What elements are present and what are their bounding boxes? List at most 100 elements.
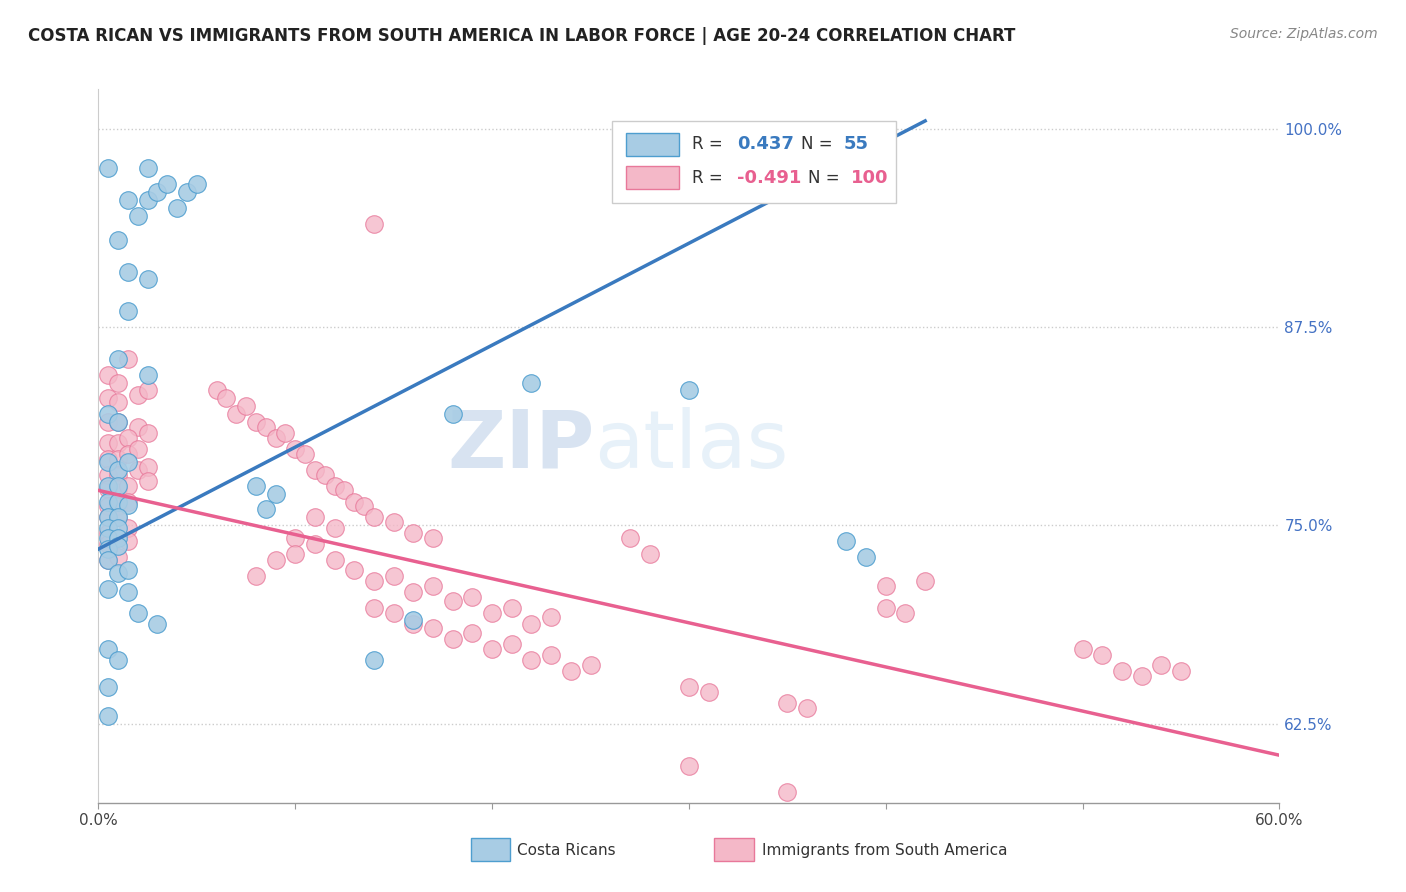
Point (97, 161, 120, 176)
Point (481, 816, 503, 830)
Point (304, 510, 326, 524)
Point (363, 217, 385, 231)
Point (117, 478, 139, 492)
Point (855, 549, 877, 564)
Point (107, 435, 129, 450)
Point (97, 708, 120, 723)
Point (186, 178, 208, 192)
Point (914, 574, 936, 588)
Point (264, 431, 287, 445)
Point (402, 614, 425, 628)
Point (117, 585, 139, 599)
Point (796, 700, 818, 714)
Point (117, 521, 139, 535)
Point (97, 526, 120, 541)
Point (117, 304, 139, 318)
Point (136, 474, 159, 488)
Text: COSTA RICAN VS IMMIGRANTS FROM SOUTH AMERICA IN LABOR FORCE | AGE 20-24 CORRELAT: COSTA RICAN VS IMMIGRANTS FROM SOUTH AME… (28, 27, 1015, 45)
Point (107, 467, 129, 482)
Point (117, 431, 139, 445)
Point (343, 563, 366, 577)
Point (107, 521, 129, 535)
Point (97, 435, 120, 450)
Point (136, 426, 159, 441)
Point (107, 415, 129, 429)
Point (136, 161, 159, 176)
Point (894, 606, 917, 620)
Point (363, 574, 385, 588)
Point (353, 500, 375, 514)
Point (107, 549, 129, 564)
Point (117, 193, 139, 207)
Point (107, 510, 129, 524)
Point (166, 201, 188, 215)
Point (481, 606, 503, 620)
Point (441, 594, 464, 608)
Point (678, 759, 700, 773)
Point (97, 582, 120, 596)
Point (117, 534, 139, 549)
Point (441, 632, 464, 647)
Point (97, 467, 120, 482)
Point (107, 376, 129, 390)
Text: Immigrants from South America: Immigrants from South America (762, 843, 1008, 857)
Point (1130, 669, 1153, 683)
Point (678, 680, 700, 694)
Point (1111, 664, 1133, 678)
Point (107, 494, 129, 508)
Point (264, 486, 287, 500)
Point (274, 426, 297, 441)
Point (97, 510, 120, 524)
Text: 100: 100 (851, 169, 889, 186)
Point (875, 578, 897, 592)
Point (107, 463, 129, 477)
Point (284, 442, 307, 457)
Point (1150, 657, 1173, 672)
Point (205, 384, 228, 398)
Point (501, 637, 523, 651)
Point (107, 566, 129, 580)
Point (97, 680, 120, 694)
Text: Costa Ricans: Costa Ricans (517, 843, 616, 857)
Point (97, 531, 120, 545)
Point (176, 186, 198, 200)
Point (323, 521, 346, 535)
Point (382, 606, 405, 620)
Point (127, 209, 149, 223)
Point (136, 368, 159, 382)
Point (117, 455, 139, 469)
Point (678, 384, 700, 398)
Point (520, 653, 543, 667)
Point (136, 384, 159, 398)
Point (284, 547, 307, 561)
Point (363, 653, 385, 667)
Point (254, 420, 277, 434)
Point (264, 553, 287, 567)
Point (835, 534, 858, 549)
Point (619, 531, 641, 545)
Point (501, 600, 523, 615)
Point (1170, 664, 1192, 678)
Point (97, 482, 120, 496)
Point (127, 606, 149, 620)
Point (304, 463, 326, 477)
Point (323, 478, 346, 492)
Point (127, 442, 149, 457)
Point (117, 498, 139, 512)
Point (107, 415, 129, 429)
Point (107, 510, 129, 524)
Point (235, 400, 257, 414)
Point (156, 178, 179, 192)
Point (314, 467, 336, 482)
Point (97, 494, 120, 508)
Point (560, 664, 582, 678)
Point (107, 482, 129, 496)
Point (97, 451, 120, 466)
Text: atlas: atlas (595, 407, 789, 485)
Point (776, 696, 799, 710)
Point (254, 502, 277, 516)
Text: N =: N = (801, 136, 838, 153)
Point (402, 585, 425, 599)
Point (97, 478, 120, 492)
Point (215, 392, 238, 406)
